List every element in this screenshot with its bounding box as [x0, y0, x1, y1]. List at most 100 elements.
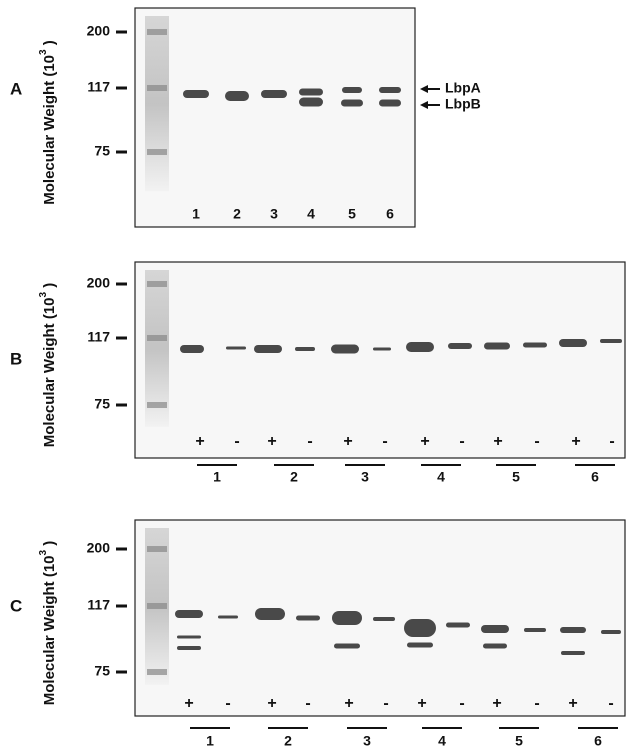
lane-label: 2 [290, 469, 298, 485]
y-axis-label-end: ) [41, 541, 58, 550]
y-axis-label: Molecular Weight (103 ) [38, 541, 58, 706]
protein-band [524, 628, 546, 632]
protein-band [341, 99, 363, 107]
lane-label: 5 [348, 206, 356, 222]
lane-label: 5 [512, 469, 520, 485]
panel-label: A [10, 79, 22, 98]
lane-sign: - [225, 695, 230, 712]
marker-label: 200 [87, 23, 111, 39]
protein-band [484, 342, 510, 350]
y-axis-label-text: Molecular Weight (10 [41, 555, 58, 705]
lane-label: 3 [363, 733, 371, 749]
lane-label: 1 [192, 206, 200, 222]
protein-band [180, 345, 204, 353]
protein-band [218, 615, 238, 619]
lane-label: 6 [386, 206, 394, 222]
lane-sign: - [609, 433, 614, 450]
lane-sign: + [267, 695, 276, 712]
y-axis-label-text: Molecular Weight (10 [41, 297, 58, 447]
lane-sign: - [305, 695, 310, 712]
y-axis-label-end: ) [41, 40, 58, 49]
lane-sign: + [184, 695, 193, 712]
protein-band [373, 347, 391, 351]
lane-sign: + [267, 433, 276, 450]
protein-band [299, 88, 323, 96]
marker-band [147, 149, 167, 155]
protein-band [446, 622, 470, 628]
protein-band [600, 339, 622, 343]
protein-band [261, 90, 287, 98]
protein-band [334, 643, 360, 649]
marker-label: 200 [87, 275, 111, 291]
protein-band [254, 345, 282, 353]
marker-band [147, 669, 167, 675]
gel-frame [134, 7, 416, 228]
lane-sign: + [417, 695, 426, 712]
protein-band [601, 630, 621, 634]
protein-band [225, 91, 249, 101]
y-axis-label-sup: 3 [38, 549, 49, 555]
arrow-head [420, 85, 428, 93]
protein-band [407, 642, 433, 648]
protein-band [177, 635, 201, 639]
lane-sign: - [383, 695, 388, 712]
marker-band [147, 85, 167, 91]
protein-band [483, 643, 507, 649]
marker-label: 117 [87, 329, 110, 345]
y-axis-label-text: Molecular Weight (10 [41, 55, 58, 205]
lane-sign: - [459, 695, 464, 712]
panel-label: C [10, 596, 22, 615]
lane-label: 3 [361, 469, 369, 485]
marker-label: 200 [87, 540, 111, 556]
lane-label: 6 [591, 469, 599, 485]
marker-label: 75 [94, 143, 110, 159]
protein-band [299, 97, 323, 107]
marker-band [147, 281, 167, 287]
gel-frame [134, 261, 626, 459]
lane-sign: + [343, 433, 352, 450]
lane-label: 4 [437, 469, 445, 485]
protein-band [559, 339, 587, 347]
y-axis-label: Molecular Weight (103 ) [38, 40, 58, 205]
lane-label: 2 [233, 206, 241, 222]
y-axis-label: Molecular Weight (103 ) [38, 283, 58, 448]
protein-band [373, 617, 395, 621]
lane-sign: - [459, 433, 464, 450]
protein-band [295, 347, 315, 351]
arrow-label: LbpB [445, 96, 481, 112]
protein-band [342, 87, 362, 93]
marker-band [147, 335, 167, 341]
lane-sign: + [571, 433, 580, 450]
protein-band [177, 646, 201, 650]
arrow-label: LbpA [445, 80, 481, 96]
marker-band [147, 546, 167, 552]
marker-band [147, 402, 167, 408]
protein-band [296, 615, 320, 621]
lane-sign: - [534, 433, 539, 450]
protein-band [404, 619, 436, 637]
lane-sign: + [420, 433, 429, 450]
protein-band [331, 344, 359, 354]
lane-sign: - [307, 433, 312, 450]
marker-band [147, 603, 167, 609]
protein-band [183, 90, 209, 98]
y-axis-label-sup: 3 [38, 291, 49, 297]
marker-label: 117 [87, 79, 110, 95]
protein-band [448, 343, 472, 349]
lane-label: 5 [515, 733, 523, 749]
protein-band [481, 625, 509, 633]
arrow-head [420, 101, 428, 109]
protein-band [379, 99, 401, 107]
marker-band [147, 29, 167, 35]
lane-label: 1 [206, 733, 214, 749]
lane-sign: - [382, 433, 387, 450]
lane-sign: + [344, 695, 353, 712]
marker-lane [145, 16, 169, 192]
lane-sign: - [608, 695, 613, 712]
protein-band [560, 627, 586, 633]
protein-band [561, 651, 585, 655]
lane-label: 3 [270, 206, 278, 222]
lane-sign: + [492, 695, 501, 712]
